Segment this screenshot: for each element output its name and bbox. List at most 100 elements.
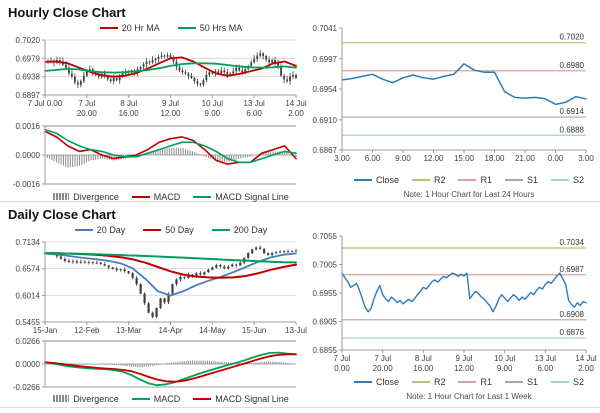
legend-label: R2: [433, 175, 446, 185]
legend-label: MACD Signal Line: [215, 393, 289, 404]
bottom-divider: [0, 407, 600, 408]
hourly-chart-title: Hourly Close Chart: [8, 5, 126, 20]
legend-item-20hr-ma: 20 Hr MA: [99, 22, 160, 33]
daily-section: Daily Close Chart 20 Day 50 Day 200 Day …: [0, 202, 600, 412]
daily-right-column: 0.7055 0.7005 0.6955 0.6905 0.6855 0.7034 0.69…: [300, 202, 600, 412]
legend-item-20day-ma: 20 Day: [74, 225, 125, 235]
hourly-left-column: Hourly Close Chart 20 Hr MA 50 Hrs MA 0.…: [0, 0, 307, 202]
svg-text:13-Jul: 13-Jul: [285, 326, 307, 335]
svg-text:15-Jun: 15-Jun: [242, 326, 266, 335]
svg-text:0.6954: 0.6954: [313, 85, 338, 94]
svg-text:0.0016: 0.0016: [16, 122, 41, 131]
salmon-line-swatch: [458, 179, 477, 181]
svg-text:0.7020: 0.7020: [16, 36, 41, 45]
legend-label: S1: [527, 175, 539, 185]
hourly-ma-legend: 20 Hr MA 50 Hrs MA: [0, 21, 300, 34]
legend-item-200day-ma: 200 Day: [211, 224, 268, 235]
svg-text:21.00: 21.00: [515, 154, 536, 163]
blue-line-swatch: [74, 228, 93, 231]
svg-text:0.0000: 0.0000: [16, 360, 41, 369]
svg-text:3.00: 3.00: [334, 154, 350, 163]
legend-item-divergence: Divergence: [53, 192, 119, 202]
svg-text:0.7020: 0.7020: [560, 33, 585, 42]
daily-macd-legend: Divergence MACD MACD Signal Line: [0, 392, 300, 405]
legend-label: Divergence: [73, 191, 119, 202]
svg-text:0.6574: 0.6574: [16, 265, 41, 274]
svg-text:0.6876: 0.6876: [560, 328, 585, 337]
svg-text:12.00: 12.00: [423, 154, 444, 163]
red-line-swatch: [143, 228, 162, 231]
legend-label: Close: [375, 377, 399, 387]
legend-item-50hr-ma: 50 Hrs MA: [177, 23, 242, 33]
svg-text:0.6997: 0.6997: [313, 55, 338, 64]
svg-text:-0.0016: -0.0016: [13, 180, 41, 189]
legend-item-s1: S1: [505, 175, 538, 185]
legend-item-50day-ma: 50 Day: [143, 225, 194, 235]
legend-item-macd-signal: MACD Signal Line: [193, 394, 289, 404]
svg-text:14-Apr: 14-Apr: [158, 326, 182, 335]
svg-text:0.6888: 0.6888: [560, 125, 585, 134]
legend-label: MACD: [153, 191, 181, 202]
svg-text:18.00: 18.00: [484, 154, 505, 163]
daily-chart-title: Daily Close Chart: [8, 207, 116, 222]
weekly-pivot-chart: 0.7055 0.7005 0.6955 0.6905 0.6855 0.7034 0.69…: [313, 232, 597, 373]
lightblue-line-swatch: [551, 381, 570, 383]
daily-chart-note: Note: 1 Hour Chart for Last 1 Week: [406, 392, 532, 401]
svg-text:0.6955: 0.6955: [313, 289, 338, 298]
svg-text:7 Jul 0.00: 7 Jul 0.00: [28, 99, 63, 108]
legend-label: MACD: [153, 393, 181, 404]
blue-line-swatch: [353, 179, 372, 181]
hourly-right-column: 0.7041 0.6997 0.6954 0.6910 0.6867 0.7020 0.69…: [300, 0, 600, 201]
svg-text:0.6855: 0.6855: [313, 346, 338, 355]
svg-text:0.7134: 0.7134: [16, 238, 41, 247]
legend-item-macd-signal: MACD Signal Line: [193, 192, 289, 202]
legend-item-s2: S2: [551, 175, 584, 185]
legend-label: S1: [527, 377, 539, 387]
legend-label: 200 Day: [233, 224, 268, 235]
svg-text:0.6014: 0.6014: [16, 291, 41, 300]
svg-text:0.6980: 0.6980: [560, 61, 585, 70]
svg-text:3.00: 3.00: [578, 154, 594, 163]
green-line-swatch: [193, 195, 212, 198]
svg-text:0.7005: 0.7005: [313, 261, 338, 270]
svg-text:0.6867: 0.6867: [313, 146, 338, 155]
svg-text:0.00: 0.00: [548, 154, 564, 163]
svg-text:12-Feb: 12-Feb: [74, 326, 100, 335]
daily-left-column: Daily Close Chart 20 Day 50 Day 200 Day …: [0, 202, 308, 412]
gray-line-swatch: [505, 381, 523, 383]
legend-label: S2: [573, 377, 585, 387]
daily-pivot-legend: Close R2 R1 S1 S2: [300, 375, 600, 389]
svg-text:0.0000: 0.0000: [16, 151, 41, 160]
svg-text:0.6910: 0.6910: [313, 116, 338, 125]
green-line-swatch: [131, 397, 150, 400]
legend-item-r2: R2: [411, 377, 445, 387]
svg-text:0.5455: 0.5455: [16, 318, 41, 327]
divergence-bars-swatch: [53, 193, 70, 200]
legend-label: MACD Signal Line: [215, 191, 289, 202]
legend-item-macd: MACD: [131, 191, 181, 202]
legend-item-close: Close: [353, 377, 399, 387]
legend-label: 20 Hr MA: [121, 22, 160, 33]
legend-item-divergence: Divergence: [53, 394, 119, 404]
svg-text:14-May: 14-May: [199, 326, 226, 335]
legend-item-close: Close: [353, 175, 399, 185]
legend-label: S2: [573, 175, 585, 185]
legend-label: Divergence: [73, 393, 119, 404]
red-line-swatch: [99, 26, 118, 29]
svg-text:-0.0266: -0.0266: [13, 383, 41, 392]
lightblue-line-swatch: [551, 179, 570, 181]
daily-macd-chart: 0.0266 0.0000 -0.0266: [13, 337, 297, 392]
legend-item-r1: R1: [458, 175, 492, 185]
green-line-swatch: [177, 26, 196, 29]
red-line-swatch: [193, 397, 212, 400]
olive-line-swatch: [411, 179, 430, 181]
svg-text:0.6914: 0.6914: [560, 107, 585, 116]
